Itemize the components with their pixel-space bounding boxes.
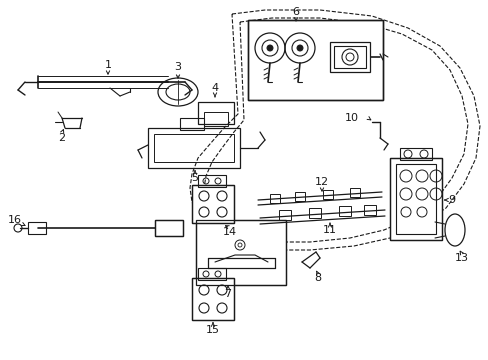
Bar: [198, 268, 225, 280]
Bar: [247, 20, 382, 100]
Text: 12: 12: [314, 177, 328, 187]
Text: 6: 6: [292, 7, 299, 17]
Bar: [192, 185, 234, 223]
Text: 10: 10: [345, 113, 358, 123]
Text: 14: 14: [223, 227, 237, 237]
Text: 9: 9: [447, 195, 455, 205]
Bar: [155, 220, 183, 236]
Bar: [363, 205, 375, 215]
Bar: [192, 278, 234, 320]
Bar: [269, 194, 280, 203]
Bar: [155, 220, 183, 236]
Bar: [196, 220, 285, 285]
Bar: [28, 222, 46, 234]
Bar: [192, 185, 234, 223]
Bar: [389, 158, 441, 240]
Bar: [399, 148, 431, 160]
Bar: [154, 134, 234, 162]
Bar: [338, 206, 350, 216]
Text: 13: 13: [454, 253, 468, 263]
Bar: [308, 208, 320, 218]
Bar: [349, 188, 359, 197]
Text: 3: 3: [174, 62, 181, 72]
Bar: [279, 210, 290, 220]
Bar: [192, 278, 234, 320]
Bar: [294, 192, 305, 201]
Bar: [323, 190, 332, 199]
Bar: [148, 128, 240, 168]
Bar: [198, 102, 234, 124]
Text: 16: 16: [8, 215, 22, 225]
Text: 1: 1: [104, 60, 111, 70]
Text: 2: 2: [59, 133, 65, 143]
Bar: [395, 164, 435, 234]
Circle shape: [296, 45, 303, 51]
Text: 7: 7: [224, 289, 231, 299]
Bar: [247, 20, 382, 100]
Circle shape: [266, 45, 272, 51]
Bar: [389, 158, 441, 240]
Bar: [196, 220, 285, 285]
Bar: [333, 46, 365, 68]
Text: 4: 4: [211, 83, 218, 93]
Text: 11: 11: [323, 225, 336, 235]
Text: 15: 15: [205, 325, 220, 335]
Bar: [203, 112, 227, 126]
Bar: [198, 175, 225, 187]
Text: 5: 5: [191, 173, 198, 183]
Bar: [180, 118, 203, 130]
Bar: [329, 42, 369, 72]
Text: 8: 8: [314, 273, 321, 283]
